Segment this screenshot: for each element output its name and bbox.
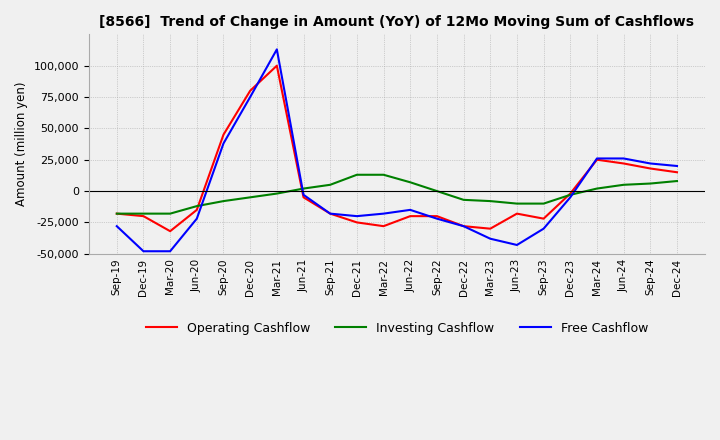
Investing Cashflow <box>566 192 575 198</box>
Operating Cashflow <box>593 157 601 162</box>
Y-axis label: Amount (million yen): Amount (million yen) <box>15 82 28 206</box>
Investing Cashflow <box>246 194 254 200</box>
Free Cashflow <box>619 156 628 161</box>
Free Cashflow <box>326 211 335 216</box>
Free Cashflow <box>300 192 308 198</box>
Free Cashflow <box>406 207 415 213</box>
Operating Cashflow <box>566 191 575 196</box>
Investing Cashflow <box>646 181 654 186</box>
Operating Cashflow <box>139 213 148 219</box>
Operating Cashflow <box>646 166 654 171</box>
Free Cashflow <box>139 249 148 254</box>
Investing Cashflow <box>192 203 201 209</box>
Operating Cashflow <box>246 88 254 93</box>
Operating Cashflow <box>192 207 201 213</box>
Operating Cashflow <box>112 211 121 216</box>
Investing Cashflow <box>379 172 388 177</box>
Line: Free Cashflow: Free Cashflow <box>117 49 677 251</box>
Investing Cashflow <box>353 172 361 177</box>
Investing Cashflow <box>672 178 681 183</box>
Free Cashflow <box>246 95 254 100</box>
Investing Cashflow <box>593 186 601 191</box>
Operating Cashflow <box>433 213 441 219</box>
Investing Cashflow <box>300 186 308 191</box>
Operating Cashflow <box>300 194 308 200</box>
Operating Cashflow <box>539 216 548 221</box>
Operating Cashflow <box>219 132 228 137</box>
Investing Cashflow <box>406 180 415 185</box>
Operating Cashflow <box>406 213 415 219</box>
Free Cashflow <box>513 242 521 248</box>
Operating Cashflow <box>166 228 174 234</box>
Investing Cashflow <box>539 201 548 206</box>
Free Cashflow <box>539 226 548 231</box>
Line: Operating Cashflow: Operating Cashflow <box>117 66 677 231</box>
Investing Cashflow <box>219 198 228 204</box>
Operating Cashflow <box>353 220 361 225</box>
Operating Cashflow <box>326 211 335 216</box>
Investing Cashflow <box>273 191 282 196</box>
Operating Cashflow <box>513 211 521 216</box>
Free Cashflow <box>593 156 601 161</box>
Investing Cashflow <box>326 182 335 187</box>
Free Cashflow <box>273 47 282 52</box>
Investing Cashflow <box>619 182 628 187</box>
Operating Cashflow <box>273 63 282 68</box>
Line: Investing Cashflow: Investing Cashflow <box>117 175 677 214</box>
Investing Cashflow <box>166 211 174 216</box>
Free Cashflow <box>459 224 468 229</box>
Legend: Operating Cashflow, Investing Cashflow, Free Cashflow: Operating Cashflow, Investing Cashflow, … <box>140 317 653 340</box>
Title: [8566]  Trend of Change in Amount (YoY) of 12Mo Moving Sum of Cashflows: [8566] Trend of Change in Amount (YoY) o… <box>99 15 694 29</box>
Investing Cashflow <box>139 211 148 216</box>
Investing Cashflow <box>433 188 441 194</box>
Investing Cashflow <box>486 198 495 204</box>
Operating Cashflow <box>486 226 495 231</box>
Free Cashflow <box>112 224 121 229</box>
Free Cashflow <box>433 216 441 221</box>
Operating Cashflow <box>672 169 681 175</box>
Operating Cashflow <box>619 161 628 166</box>
Operating Cashflow <box>379 224 388 229</box>
Free Cashflow <box>646 161 654 166</box>
Operating Cashflow <box>459 224 468 229</box>
Investing Cashflow <box>112 211 121 216</box>
Free Cashflow <box>192 216 201 221</box>
Free Cashflow <box>486 236 495 242</box>
Free Cashflow <box>672 163 681 169</box>
Free Cashflow <box>219 141 228 146</box>
Free Cashflow <box>166 249 174 254</box>
Investing Cashflow <box>459 197 468 202</box>
Investing Cashflow <box>513 201 521 206</box>
Free Cashflow <box>566 194 575 200</box>
Free Cashflow <box>353 213 361 219</box>
Free Cashflow <box>379 211 388 216</box>
